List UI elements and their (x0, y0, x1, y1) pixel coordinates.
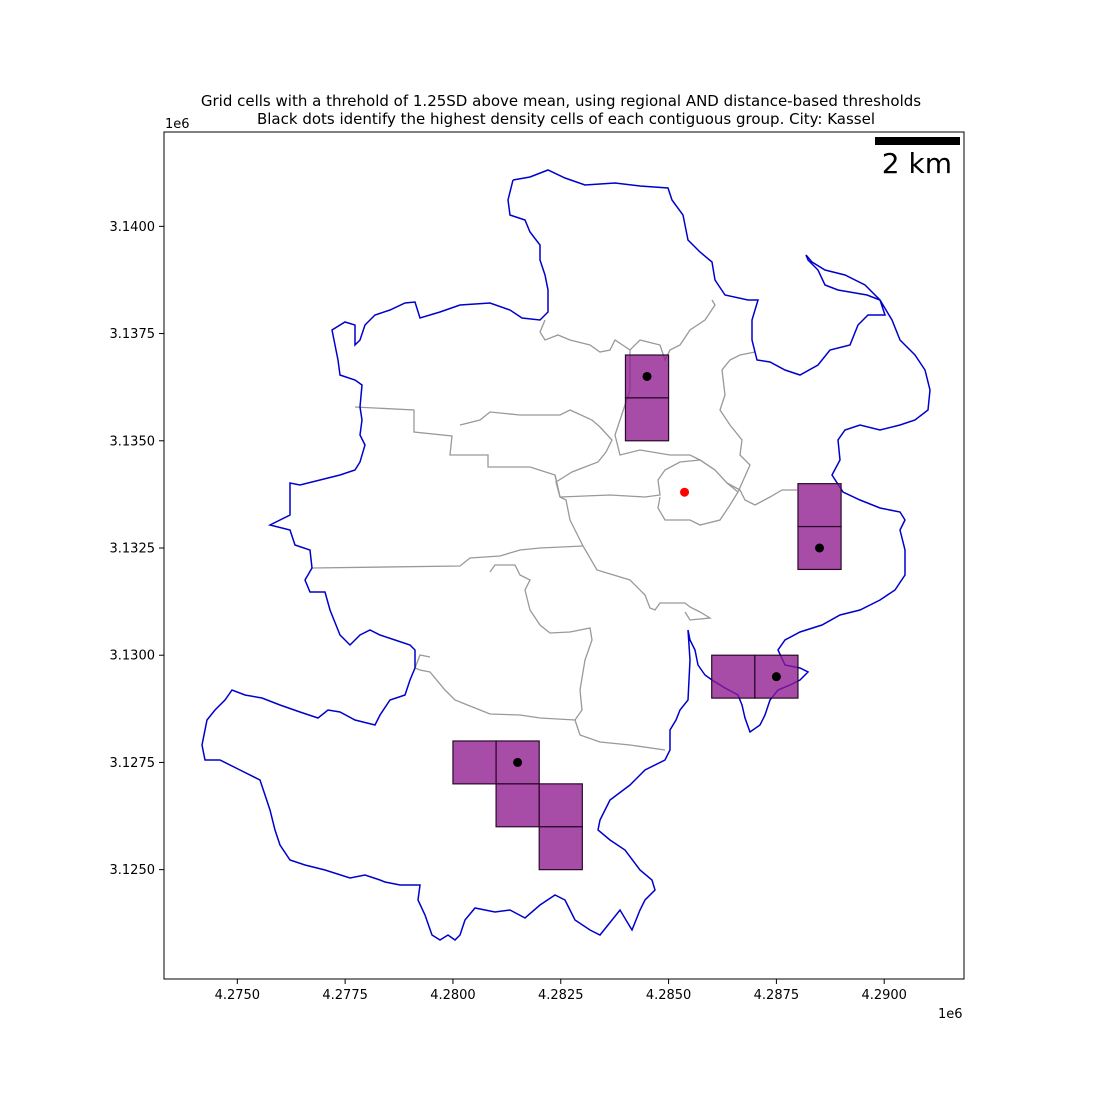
city-center (680, 487, 690, 497)
x-tick-label: 4.2875 (754, 988, 800, 1003)
x-tick-label: 4.2900 (861, 988, 907, 1003)
district-border (559, 459, 739, 526)
x-axis: 4.2750 4.2775 4.2800 4.2825 4.2850 4.2875 4.29… (215, 979, 907, 1003)
x-tick-label: 4.2775 (322, 988, 368, 1003)
x-offset-label: 1e6 (938, 1007, 963, 1022)
x-tick-label: 4.2750 (215, 988, 261, 1003)
y-tick-label: 3.1375 (110, 327, 156, 342)
city-center-dot (680, 487, 690, 497)
district-border (539, 319, 631, 353)
grid-cell (452, 740, 497, 785)
x-tick-label: 4.2825 (538, 988, 584, 1003)
district-border (354, 406, 613, 498)
peak-dot (513, 757, 523, 767)
x-tick-label: 4.2800 (430, 988, 476, 1003)
district-border (554, 474, 713, 621)
district-border (414, 564, 593, 721)
peak-dot (771, 672, 781, 682)
scale-bar: 2 km (875, 137, 960, 180)
y-tick-label: 3.1275 (110, 756, 156, 771)
y-tick-label: 3.1400 (110, 220, 156, 235)
y-tick-label: 3.1250 (110, 863, 156, 878)
grid-cell (624, 397, 670, 442)
y-tick-label: 3.1325 (110, 541, 156, 556)
grid-cell (538, 783, 583, 828)
city-boundary (201, 169, 931, 941)
scale-bar-line (875, 137, 960, 145)
peak-dot (815, 543, 825, 553)
grid-cell (711, 654, 756, 699)
district-border (726, 482, 797, 506)
grid-cell (538, 826, 583, 871)
peak-dots (513, 371, 825, 767)
y-tick-label: 3.1350 (110, 434, 156, 449)
district-border (574, 719, 666, 751)
peak-dot (642, 371, 652, 381)
scale-bar-label: 2 km (882, 147, 952, 180)
city-boundary-line (201, 169, 931, 941)
chart-title-line1: Grid cells with a threhold of 1.25SD abo… (201, 92, 921, 110)
district-border (311, 545, 584, 569)
y-axis: 3.1250 3.1275 3.1300 3.1325 3.1350 3.1375 3.14… (110, 220, 164, 878)
axes-frame (163, 131, 965, 980)
grid-cell (797, 483, 842, 528)
grid-cells (452, 354, 842, 871)
grid-cell (495, 783, 540, 828)
y-offset-label: 1e6 (165, 117, 190, 132)
x-tick-label: 4.2850 (646, 988, 692, 1003)
y-tick-label: 3.1300 (110, 649, 156, 664)
district-border (719, 351, 756, 493)
chart-title-line2: Black dots identify the highest density … (257, 110, 875, 128)
